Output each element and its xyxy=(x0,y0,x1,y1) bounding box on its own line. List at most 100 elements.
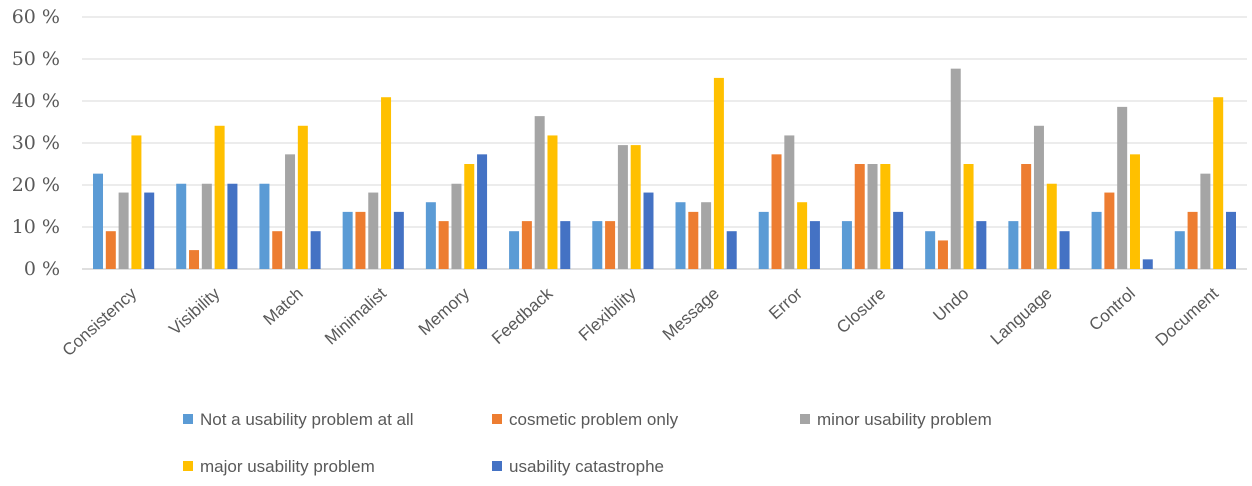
bar xyxy=(1021,164,1032,269)
y-tick-label: 50 % xyxy=(12,48,60,70)
bar xyxy=(131,135,142,269)
legend: Not a usability problem at all cosmetic p… xyxy=(183,410,992,476)
bar xyxy=(925,231,936,269)
bar xyxy=(425,202,436,269)
x-tick-label: Feedback xyxy=(488,284,557,348)
bar xyxy=(201,183,212,269)
bar xyxy=(726,231,737,269)
bar xyxy=(285,154,296,269)
bar xyxy=(438,221,449,269)
bar xyxy=(675,202,686,269)
bar xyxy=(784,135,795,269)
bar xyxy=(310,231,321,269)
bar xyxy=(1187,211,1198,269)
y-tick-label: 60 % xyxy=(12,6,60,28)
legend-label: minor usability problem xyxy=(817,410,992,429)
x-tick-label: Match xyxy=(260,284,307,329)
y-tick-label: 0 % xyxy=(24,258,60,280)
bar xyxy=(272,231,283,269)
bar xyxy=(1008,221,1019,269)
bar xyxy=(464,164,475,269)
bar xyxy=(144,192,155,269)
bar xyxy=(592,221,603,269)
bar xyxy=(963,164,974,269)
bar xyxy=(521,221,532,269)
bar xyxy=(93,173,104,269)
bar xyxy=(688,211,699,269)
x-tick-label: Language xyxy=(987,284,1056,349)
bar xyxy=(189,250,200,269)
legend-swatch xyxy=(492,461,502,471)
legend-swatch xyxy=(183,461,193,471)
bar xyxy=(797,202,808,269)
bar xyxy=(893,211,904,269)
x-tick-label: Error xyxy=(765,284,806,324)
gridlines xyxy=(82,16,1247,270)
y-tick-label: 30 % xyxy=(12,132,60,154)
bar xyxy=(342,211,353,269)
bar xyxy=(534,116,545,270)
x-tick-label: Consistency xyxy=(59,284,141,360)
y-axis-tick-labels: 0 % 10 % 20 % 30 % 40 % 50 % 60 % xyxy=(12,6,60,280)
bar xyxy=(1046,183,1057,269)
bar xyxy=(1117,106,1128,269)
legend-swatch xyxy=(183,414,193,424)
x-tick-label: Minimalist xyxy=(321,284,390,349)
bars xyxy=(93,68,1236,270)
bar xyxy=(1091,211,1102,269)
bar xyxy=(713,77,724,270)
bar xyxy=(381,97,392,269)
bar xyxy=(605,221,616,269)
bar xyxy=(854,164,865,269)
bar xyxy=(105,231,116,269)
x-tick-label: Control xyxy=(1085,284,1138,335)
y-tick-label: 10 % xyxy=(12,216,60,238)
x-tick-label: Closure xyxy=(833,284,889,337)
bar xyxy=(1104,192,1115,269)
bar xyxy=(867,164,878,269)
bar xyxy=(355,211,366,269)
y-tick-label: 40 % xyxy=(12,90,60,112)
bar xyxy=(841,221,852,269)
bar xyxy=(1213,97,1224,269)
bar xyxy=(176,183,187,269)
bar xyxy=(560,221,571,269)
bar xyxy=(477,154,488,269)
bar xyxy=(368,192,379,269)
x-tick-label: Undo xyxy=(930,284,973,325)
bar xyxy=(547,135,558,269)
bar xyxy=(451,183,462,269)
bar xyxy=(701,202,712,269)
x-tick-label: Document xyxy=(1152,284,1222,350)
bar xyxy=(643,192,654,269)
bar xyxy=(771,154,782,269)
legend-label: cosmetic problem only xyxy=(509,410,679,429)
legend-swatch xyxy=(492,414,502,424)
bar xyxy=(809,221,820,269)
bar xyxy=(758,211,769,269)
x-tick-label: Flexibility xyxy=(575,284,640,345)
bar xyxy=(393,211,404,269)
bar xyxy=(976,221,987,269)
bar xyxy=(1059,231,1070,269)
y-tick-label: 20 % xyxy=(12,174,60,196)
bar xyxy=(1033,125,1044,269)
legend-label: major usability problem xyxy=(200,457,375,476)
bar xyxy=(118,192,129,269)
bar xyxy=(950,68,961,269)
bar xyxy=(1225,211,1236,269)
bar xyxy=(1200,173,1211,269)
legend-label: Not a usability problem at all xyxy=(200,410,414,429)
legend-swatch xyxy=(800,414,810,424)
bar xyxy=(1174,231,1185,269)
bar xyxy=(227,183,238,269)
bar xyxy=(297,125,308,269)
bar xyxy=(630,145,641,269)
bar xyxy=(1142,259,1153,269)
bar xyxy=(214,125,225,269)
x-axis-tick-labels: Consistency Visibility Match Minimalist Memo… xyxy=(59,284,1223,360)
bar xyxy=(937,240,948,269)
x-tick-label: Message xyxy=(659,284,723,344)
legend-label: usability catastrophe xyxy=(509,457,664,476)
